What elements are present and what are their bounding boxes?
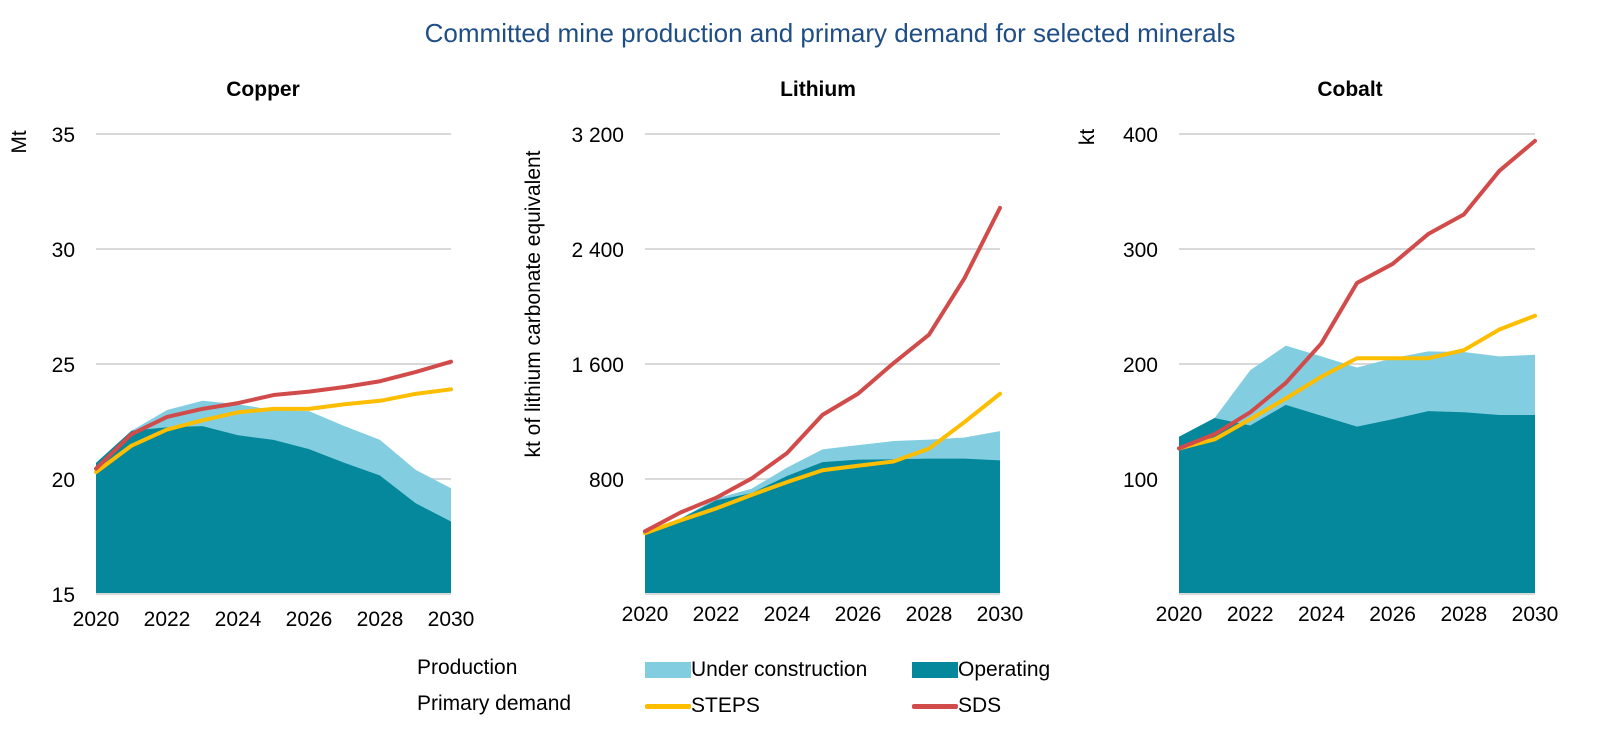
panel-lithium: Lithium kt of lithium carbonate equivalen… (522, 78, 1023, 626)
y-tick-label: 200 (1123, 354, 1158, 377)
panel-cobalt: Cobalt kt 100 200 300 400 2020 2022 2024 2026 2028… (1076, 78, 1558, 626)
x-tick-label: 2024 (215, 608, 262, 631)
y-tick-label: 30 (52, 239, 75, 262)
y-tick-label: 1 600 (571, 354, 624, 377)
legend-swatch-under-construction (645, 662, 691, 678)
area-operating (96, 426, 451, 594)
x-tick-label: 2030 (977, 603, 1024, 626)
legend-label-operating: Operating (958, 658, 1051, 681)
x-tick-label: 2030 (428, 608, 475, 631)
x-tick-label: 2028 (357, 608, 404, 631)
y-tick-label: 25 (52, 354, 75, 377)
y-tick-label: 3 200 (571, 124, 624, 147)
y-tick-label: 15 (52, 584, 75, 607)
legend: Production Primary demand Under construc… (0, 650, 1600, 741)
legend-item-sds: SDS (912, 694, 1001, 718)
y-tick-label: 2 400 (571, 239, 624, 262)
y-axis-label-cobalt: kt (1076, 129, 1099, 146)
legend-label-steps: STEPS (691, 694, 760, 717)
y-axis-label-copper: Mt (8, 130, 31, 153)
x-tick-label: 2020 (1156, 603, 1203, 626)
x-tick-label: 2022 (144, 608, 191, 631)
legend-label-sds: SDS (958, 694, 1002, 717)
x-tick-label: 2026 (1369, 603, 1416, 626)
area-operating (1179, 404, 1535, 594)
y-tick-label: 800 (589, 469, 624, 492)
legend-item-operating: Operating (912, 658, 1050, 682)
x-tick-label: 2024 (1298, 603, 1345, 626)
y-axis-label-lithium: kt of lithium carbonate equivalent (522, 150, 545, 457)
y-tick-label: 400 (1123, 124, 1158, 147)
x-tick-label: 2020 (622, 603, 669, 626)
y-tick-label: 300 (1123, 239, 1158, 262)
x-tick-label: 2026 (835, 603, 882, 626)
x-tick-label: 2028 (906, 603, 953, 626)
area-operating (645, 458, 1000, 594)
y-tick-label: 35 (52, 124, 75, 147)
legend-row-production: Production (417, 656, 518, 679)
x-tick-label: 2026 (286, 608, 333, 631)
charts-canvas: Copper Mt 15 20 25 30 35 2020 2022 2024 2026 2028 20… (8, 78, 1558, 631)
panel-title-lithium: Lithium (780, 78, 856, 101)
chart-title: Committed mine production and primary de… (424, 18, 1236, 48)
legend-swatch-steps (645, 703, 691, 709)
x-tick-label: 2020 (73, 608, 120, 631)
legend-item-under-construction: Under construction (645, 658, 867, 682)
legend-swatch-sds (912, 703, 958, 709)
x-tick-label: 2028 (1440, 603, 1487, 626)
y-tick-label: 20 (52, 469, 75, 492)
panel-copper: Copper Mt 15 20 25 30 35 2020 2022 2024 2026 2028 20… (8, 78, 474, 631)
x-tick-label: 2022 (1227, 603, 1274, 626)
legend-label-under-construction: Under construction (691, 658, 868, 681)
y-tick-label: 100 (1123, 469, 1158, 492)
x-tick-label: 2024 (764, 603, 811, 626)
x-tick-label: 2022 (693, 603, 740, 626)
legend-swatch-operating (912, 662, 958, 678)
panel-title-cobalt: Cobalt (1317, 78, 1382, 101)
x-tick-label: 2030 (1512, 603, 1559, 626)
panel-title-copper: Copper (226, 78, 300, 101)
legend-row-primary-demand: Primary demand (417, 692, 572, 715)
legend-item-steps: STEPS (645, 694, 760, 718)
